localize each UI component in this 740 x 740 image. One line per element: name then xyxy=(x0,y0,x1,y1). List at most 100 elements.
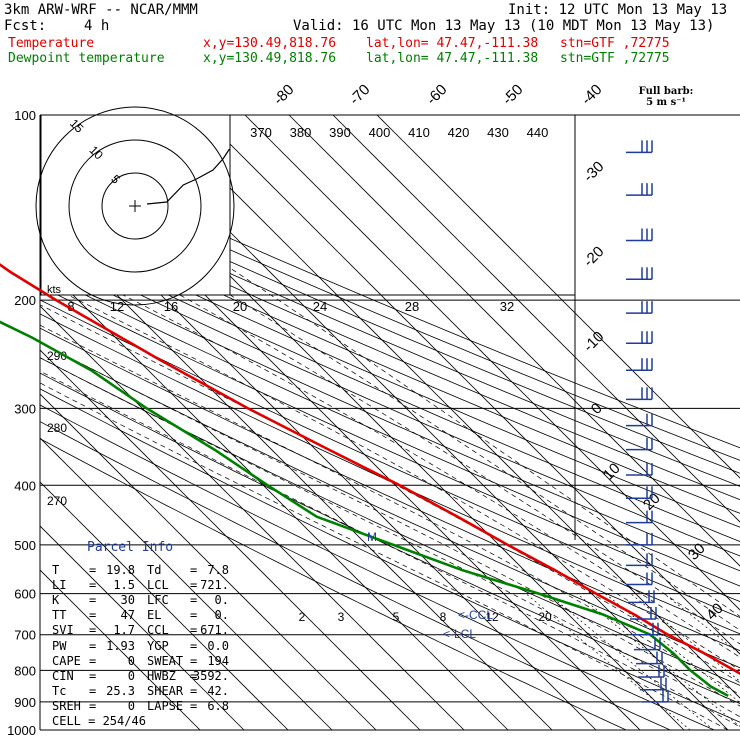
isotherm-line xyxy=(244,115,740,611)
dry-adiabat-line xyxy=(40,285,740,603)
mixing-ratio-line xyxy=(576,593,740,727)
isotherm-line xyxy=(40,349,421,730)
isotherm-label: -80 xyxy=(270,81,297,108)
parcel-equals: = xyxy=(89,563,97,577)
parcel-equals: = xyxy=(89,698,97,713)
pressure-tick-label: 900 xyxy=(14,695,36,710)
mixing-ratio-low-label: 5 xyxy=(393,610,400,624)
theta-low-label: 270 xyxy=(47,494,67,508)
moist-adiabat-line xyxy=(40,382,729,730)
isotherm-line xyxy=(288,115,740,567)
parcel-equals: = xyxy=(190,578,198,593)
isotherm-line xyxy=(332,115,740,523)
parcel-value: 0. xyxy=(214,608,229,623)
theta-low-label: 290 xyxy=(47,349,67,363)
mixing-ratio-line xyxy=(547,593,714,730)
parcel-value: 0 xyxy=(127,668,135,683)
isotherm-line xyxy=(40,481,289,730)
parcel-equals: = xyxy=(190,668,198,683)
hodograph-ring xyxy=(35,106,235,306)
parcel-value: 25.3 xyxy=(106,683,135,698)
parcel-label: Td xyxy=(147,563,162,577)
parcel-value: 7.8 xyxy=(207,563,229,577)
isotherm-label: -20 xyxy=(580,243,607,270)
parcel-equals: = xyxy=(89,683,97,698)
parcel-value: 0 xyxy=(127,698,135,713)
mixing-ratio-low-label: 12 xyxy=(485,610,499,624)
dewpoint-station: stn=GTF ,72775 xyxy=(560,51,670,66)
pressure-tick-label: 800 xyxy=(14,663,36,678)
theta-label: 400 xyxy=(369,125,391,140)
init-time: Init: 12 UTC Mon 13 May 13 xyxy=(508,2,728,18)
parcel-label: K xyxy=(52,593,60,608)
dry-adiabat-line xyxy=(40,372,740,704)
isotherm-label: -40 xyxy=(578,81,605,108)
moist-adiabat-line xyxy=(40,252,740,658)
parcel-value: 721. xyxy=(200,578,229,593)
theta-label: 380 xyxy=(290,125,312,140)
parcel-label: SWEAT xyxy=(147,653,184,668)
mixing-ratio-low-label: 20 xyxy=(538,610,552,624)
theta-label: 410 xyxy=(408,125,430,140)
isotherm-line xyxy=(40,393,377,730)
parcel-label: LI xyxy=(52,578,67,593)
dewpoint-legend: Dewpoint temperature xyxy=(8,51,165,66)
parcel-label: PW xyxy=(52,638,67,653)
parcel-equals: = xyxy=(89,653,97,668)
isotherm-line xyxy=(156,115,740,699)
parcel-equals: = xyxy=(190,683,198,698)
parcel-equals: = xyxy=(89,608,97,623)
mixing-ratio-label: 24 xyxy=(313,299,327,314)
theta-label: 430 xyxy=(487,125,509,140)
mixing-ratio-line xyxy=(663,593,740,655)
parcel-value: 1.5 xyxy=(113,578,135,593)
parcel-label: SHEAR xyxy=(147,683,184,698)
dewpoint-trace xyxy=(0,320,729,698)
parcel-label: LAPSE xyxy=(147,698,184,713)
parcel-label: Tc xyxy=(52,683,67,698)
mixing-ratio-label: 16 xyxy=(164,299,178,314)
dry-adiabat-line xyxy=(40,186,740,487)
hodograph-ring xyxy=(68,139,202,273)
moist-adiabat-line xyxy=(109,222,740,631)
temperature-station: stn=GTF ,72775 xyxy=(560,36,670,51)
parcel-equals: = xyxy=(190,653,198,668)
lcl-marker: <-LCL xyxy=(443,627,476,641)
theta-low-label: 280 xyxy=(47,421,67,435)
pressure-tick-label: 200 xyxy=(14,293,36,308)
parcel-equals: = xyxy=(89,668,97,683)
parcel-value: 47 xyxy=(120,608,135,623)
parcel-label: EL xyxy=(147,608,162,623)
temperature-xy: x,y=130.49,818.76 xyxy=(203,36,337,51)
isotherm-label: -50 xyxy=(499,81,526,108)
parcel-label: CCL xyxy=(147,623,169,638)
parcel-label: SREH xyxy=(52,698,81,713)
parcel-label: T xyxy=(52,563,60,577)
parcel-value: 30 xyxy=(120,593,135,608)
dry-adiabat-line xyxy=(40,209,740,514)
pressure-tick-label: 100 xyxy=(14,108,36,123)
dewpoint-xy: x,y=130.49,818.76 xyxy=(203,51,337,66)
isotherm-line xyxy=(40,569,201,730)
model-title: 3km ARW-WRF -- NCAR/MMM xyxy=(4,2,198,18)
parcel-equals: = xyxy=(190,623,198,638)
parcel-equals: = xyxy=(190,593,198,608)
parcel-value: 6.8 xyxy=(207,698,229,713)
parcel-equals: = xyxy=(190,638,198,653)
dry-adiabat-line xyxy=(40,272,740,587)
dry-adiabat-line xyxy=(40,259,740,572)
parcel-cell: CELL = 254/46 xyxy=(52,714,146,728)
isotherm-label: -60 xyxy=(423,81,450,108)
hodograph-trace xyxy=(146,148,231,205)
parcel-equals: = xyxy=(190,698,198,713)
dry-adiabat-line xyxy=(40,221,740,528)
isotherm-label: -70 xyxy=(346,81,373,108)
parcel-equals: = xyxy=(190,563,198,577)
mixing-ratio-low-label: 3 xyxy=(338,610,345,624)
parcel-value: 671. xyxy=(200,623,229,638)
valid-time: Valid: 16 UTC Mon 13 May 13 (10 MDT Mon … xyxy=(293,18,715,34)
parcel-value: 42. xyxy=(207,683,229,698)
pressure-tick-label: 600 xyxy=(14,587,36,602)
parcel-label: CAPE xyxy=(52,653,81,668)
hodograph-ring xyxy=(101,172,169,240)
